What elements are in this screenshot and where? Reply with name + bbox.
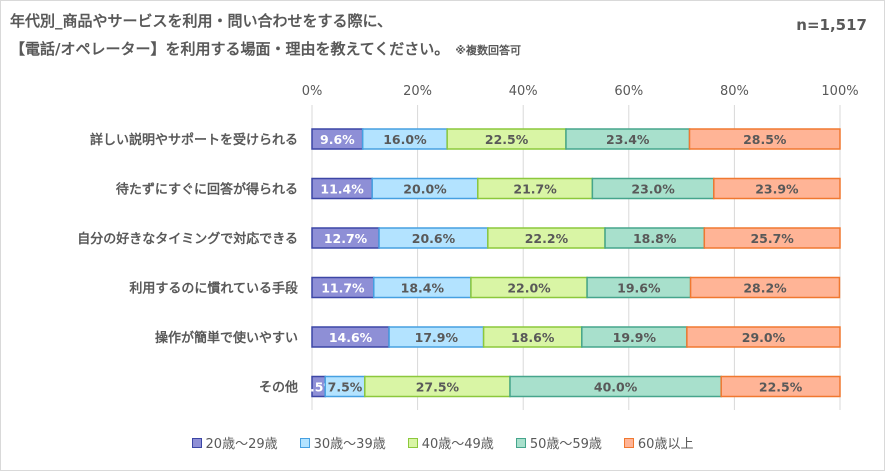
data-label: 27.5% [416,380,460,395]
x-tick-label: 40% [509,84,538,99]
data-label: 9.6% [320,132,355,147]
legend-item: 40歳〜49歳 [407,433,494,452]
data-label: 28.2% [743,281,787,296]
x-tick-label: 60% [614,84,643,99]
data-label: 19.6% [617,281,661,296]
data-label: 18.8% [633,231,677,246]
x-tick-label: 0% [302,84,323,99]
data-label: 25.7% [750,231,794,246]
legend-label: 50歳〜59歳 [529,437,602,452]
legend-swatch [299,437,310,448]
chart-title-line1: 年代別_商品やサービスを利用・問い合わせをする際に、 [10,12,393,30]
data-label: 40.0% [594,380,638,395]
data-label: 16.0% [383,132,427,147]
bar-segment [689,276,841,299]
data-label: 23.4% [606,132,650,147]
legend-label: 20歳〜29歳 [205,437,278,452]
data-label: 14.6% [329,330,373,345]
data-label: 7.5% [328,380,363,395]
data-label: 23.9% [755,182,799,197]
category-label: 詳しい説明やサポートを受けられる [90,132,298,148]
category-label: その他 [259,380,298,396]
data-label: 12.7% [324,231,368,246]
data-label: 22.0% [507,281,551,296]
legend-label: 60歳以上 [637,437,694,452]
bar-segment [686,326,841,348]
data-label: 22.2% [525,231,569,246]
bar-segment [688,128,841,150]
category-label: 自分の好きなタイミングで対応できる [77,231,298,247]
data-label: 21.7% [513,182,557,197]
data-label: 11.4% [320,182,364,197]
data-label: 17.9% [415,330,459,345]
data-label: 22.5% [759,380,803,395]
category-label: 利用するのに慣れている手段 [129,281,298,297]
data-label: 23.0% [631,182,675,197]
legend-label: 30歳〜39歳 [313,437,386,452]
bar-segment [713,177,841,200]
data-label: 28.5% [743,132,787,147]
legend-item: 30歳〜39歳 [299,433,386,452]
x-tick-label: 80% [720,84,749,99]
category-label: 待たずにすぐに回答が得られる [115,182,298,198]
data-label: 22.5% [485,132,529,147]
x-tick-label: 100% [821,84,858,99]
data-label: 18.6% [511,330,555,345]
legend: 20歳〜29歳 30歳〜39歳 40歳〜49歳 50歳〜59歳 60歳以上 [0,433,885,452]
chart-title-line2: 【電話/オペレーター】を利用する場面・理由を教えてください。 ※複数回答可 [10,40,521,58]
legend-swatch [515,437,526,448]
bar-segment [720,375,841,398]
legend-item: 50歳〜59歳 [515,433,602,452]
legend-swatch [191,437,202,448]
data-label: 11.7% [321,281,365,296]
legend-swatch [623,437,634,448]
legend-item: 60歳以上 [623,433,694,452]
legend-label: 40歳〜49歳 [421,437,494,452]
multiple-answer-note: ※複数回答可 [455,44,521,57]
legend-item: 20歳〜29歳 [191,433,278,452]
data-label: 20.6% [412,231,456,246]
data-label: 19.9% [613,330,657,345]
category-label: 操作が簡単で使いやすい [155,330,298,346]
x-tick-label: 20% [403,84,432,99]
data-label: 29.0% [742,330,786,345]
data-label: 18.4% [401,281,445,296]
bar-segment [703,227,841,249]
data-label: 20.0% [403,182,447,197]
sample-size: n=1,517 [796,16,867,34]
legend-swatch [407,437,418,448]
